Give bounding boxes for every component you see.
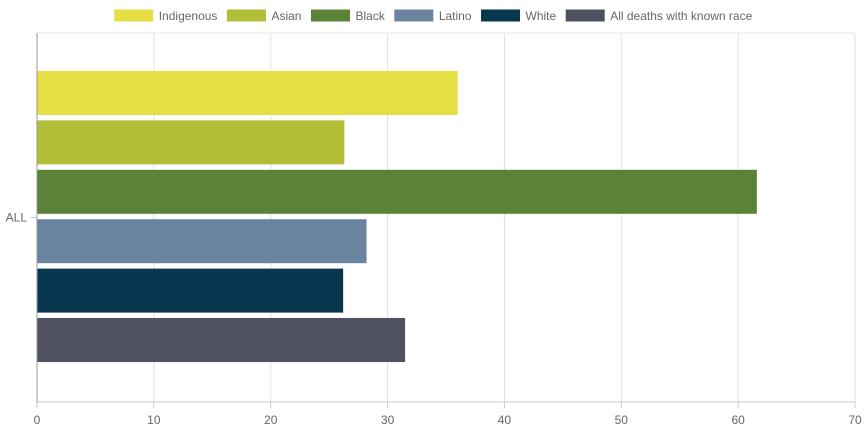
legend-swatch <box>480 8 522 23</box>
bar-black[interactable] <box>37 169 757 214</box>
legend-item-asian[interactable]: Asian <box>225 8 301 23</box>
legend-swatch <box>564 8 606 23</box>
legend-item-latino[interactable]: Latino <box>393 8 472 23</box>
bar-asian[interactable] <box>37 120 345 165</box>
x-tick-label: 70 <box>848 413 862 427</box>
legend-item-indigenous[interactable]: Indigenous <box>113 8 218 23</box>
legend-swatch <box>113 8 155 23</box>
legend-swatch <box>309 8 351 23</box>
bar-indigenous[interactable] <box>37 71 458 115</box>
x-tick-label: 0 <box>34 413 41 427</box>
bar-white[interactable] <box>37 268 344 313</box>
legend-item-white[interactable]: White <box>480 8 557 23</box>
x-tick-label: 60 <box>731 413 745 427</box>
x-tick-label: 10 <box>147 413 161 427</box>
bar-latino[interactable] <box>37 219 367 264</box>
bar-all-deaths-with-known-race[interactable] <box>37 318 406 362</box>
legend-label: All deaths with known race <box>610 9 752 23</box>
x-tick-label: 30 <box>381 413 395 427</box>
legend-label: Black <box>355 9 385 23</box>
legend-swatch <box>225 8 267 23</box>
legend-item-black[interactable]: Black <box>309 8 386 23</box>
legend-label: Asian <box>271 9 301 23</box>
x-tick-label: 20 <box>264 413 278 427</box>
x-tick-label: 50 <box>615 413 629 427</box>
axes: 0 10 20 30 40 50 60 70 ALL <box>6 33 862 427</box>
legend-item-all-deaths-with-known-race[interactable]: All deaths with known race <box>564 8 753 23</box>
x-tick-label: 40 <box>498 413 512 427</box>
legend-label: Indigenous <box>159 9 218 23</box>
y-category-label: ALL <box>6 211 28 225</box>
legend-items: Indigenous Asian Black Latino White All death… <box>113 8 753 23</box>
legend-label: White <box>526 9 557 23</box>
bars <box>37 71 757 362</box>
legend-label: Latino <box>439 9 472 23</box>
legend-swatch <box>393 8 435 23</box>
